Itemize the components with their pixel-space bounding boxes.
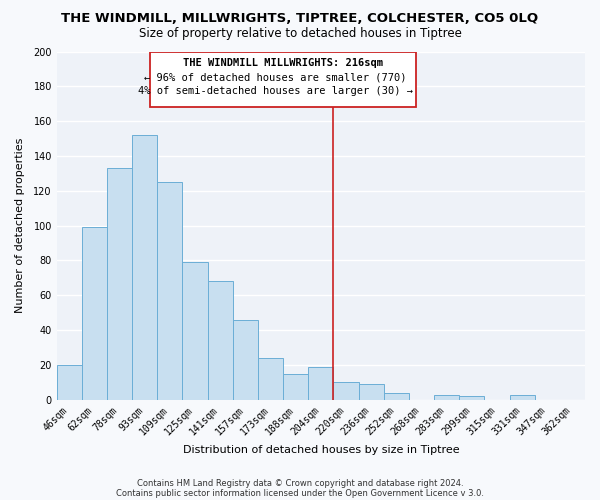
Bar — [107, 168, 132, 400]
Bar — [157, 182, 182, 400]
Bar — [283, 374, 308, 400]
Bar — [132, 135, 157, 400]
Bar — [233, 320, 258, 400]
Bar — [208, 282, 233, 400]
Bar — [182, 262, 208, 400]
FancyBboxPatch shape — [150, 52, 416, 107]
Text: Size of property relative to detached houses in Tiptree: Size of property relative to detached ho… — [139, 28, 461, 40]
Bar — [56, 365, 82, 400]
Bar — [82, 228, 107, 400]
Bar — [509, 394, 535, 400]
Bar — [258, 358, 283, 400]
Text: Contains public sector information licensed under the Open Government Licence v : Contains public sector information licen… — [116, 488, 484, 498]
Bar — [308, 366, 334, 400]
Bar — [459, 396, 484, 400]
Bar — [434, 394, 459, 400]
X-axis label: Distribution of detached houses by size in Tiptree: Distribution of detached houses by size … — [182, 445, 459, 455]
Text: 4% of semi-detached houses are larger (30) →: 4% of semi-detached houses are larger (3… — [138, 86, 413, 97]
Bar — [384, 393, 409, 400]
Text: Contains HM Land Registry data © Crown copyright and database right 2024.: Contains HM Land Registry data © Crown c… — [137, 478, 463, 488]
Bar — [359, 384, 384, 400]
Text: ← 96% of detached houses are smaller (770): ← 96% of detached houses are smaller (77… — [145, 72, 407, 83]
Bar — [334, 382, 359, 400]
Text: THE WINDMILL, MILLWRIGHTS, TIPTREE, COLCHESTER, CO5 0LQ: THE WINDMILL, MILLWRIGHTS, TIPTREE, COLC… — [61, 12, 539, 26]
Text: THE WINDMILL MILLWRIGHTS: 216sqm: THE WINDMILL MILLWRIGHTS: 216sqm — [183, 58, 383, 68]
Y-axis label: Number of detached properties: Number of detached properties — [15, 138, 25, 314]
